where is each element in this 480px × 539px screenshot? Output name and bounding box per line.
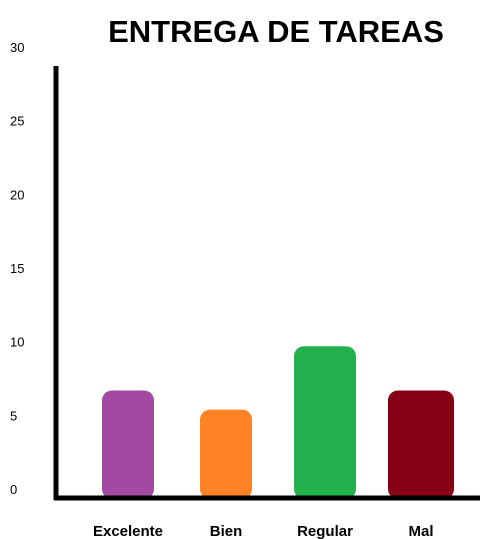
bars xyxy=(102,346,454,499)
x-tick-label-regular: Regular xyxy=(297,523,353,539)
y-tick-label: 0 xyxy=(10,482,17,497)
x-tick-label-mal: Mal xyxy=(408,523,433,539)
x-tick-label-bien: Bien xyxy=(210,523,243,539)
y-tick-label: 20 xyxy=(10,187,24,202)
bar-regular xyxy=(294,346,356,499)
y-tick-label: 5 xyxy=(10,408,17,423)
y-tick-label: 10 xyxy=(10,335,24,350)
y-tick-label: 15 xyxy=(10,261,24,276)
bar-mal xyxy=(388,390,454,499)
x-tick-label-excelente: Excelente xyxy=(93,523,163,539)
y-axis-ticks: 0 5 10 15 20 25 30 xyxy=(10,40,24,497)
bar-bien xyxy=(200,409,252,499)
x-axis-labels: Excelente Bien Regular Mal xyxy=(93,523,434,539)
chart-title: ENTREGA DE TAREAS xyxy=(108,14,444,49)
y-tick-label: 25 xyxy=(10,114,24,129)
bar-excelente xyxy=(102,390,154,499)
y-tick-label: 30 xyxy=(10,40,24,55)
